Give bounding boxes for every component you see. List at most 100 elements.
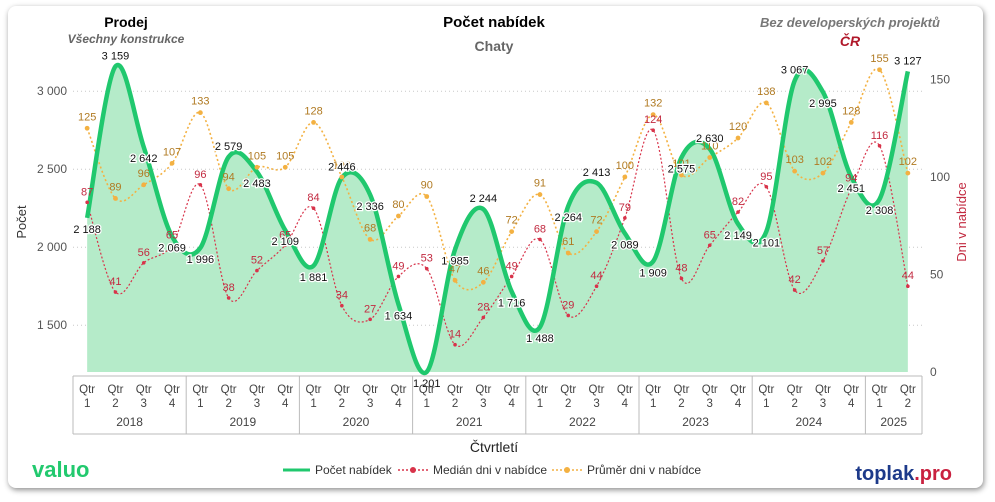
median-data-label: 79	[619, 202, 631, 214]
average-data-label: 102	[814, 156, 832, 168]
average-point	[480, 279, 486, 285]
x-tick-label-qtr: Qtr	[277, 384, 293, 396]
median-data-label: 27	[364, 303, 376, 315]
x-tick-label-qtr: Qtr	[560, 384, 576, 396]
average-point	[113, 196, 118, 201]
count-data-label: 1 985	[441, 256, 469, 268]
count-data-label: 2 630	[696, 133, 724, 145]
x-tick-label-num: 4	[282, 398, 289, 410]
median-point	[509, 274, 514, 279]
average-data-label: 132	[644, 98, 662, 110]
x-tick-label-qtr: Qtr	[362, 384, 378, 396]
x-tick-label-num: 4	[508, 398, 515, 410]
median-data-label: 41	[109, 276, 121, 288]
median-data-label: 65	[279, 229, 291, 241]
x-tick-label-qtr: Qtr	[758, 384, 774, 396]
legend-label-median: Medián dni v nabídce	[433, 463, 547, 477]
average-point	[169, 160, 175, 166]
x-tick-label-num: 4	[735, 398, 742, 410]
x-tick-label-qtr: Qtr	[617, 384, 633, 396]
average-data-label: 155	[870, 53, 888, 65]
x-tick-label-num: 3	[480, 398, 486, 410]
x-tick-label-num: 1	[84, 398, 90, 410]
average-point	[537, 192, 543, 197]
average-point	[763, 100, 769, 106]
median-point	[141, 261, 146, 265]
toplak-logo: toplak.pro	[855, 463, 952, 485]
toplak-logo-suffix: .pro	[914, 463, 952, 485]
average-data-label: 68	[364, 222, 376, 234]
x-tick-label-qtr: Qtr	[249, 384, 265, 396]
median-point	[424, 266, 429, 271]
count-data-label: 2 575	[668, 164, 696, 176]
average-data-label: 125	[78, 111, 96, 123]
average-data-label: 120	[729, 121, 747, 133]
x-tick-label-qtr: Qtr	[334, 384, 350, 396]
x-tick-label-qtr: Qtr	[702, 384, 718, 396]
average-data-label: 72	[590, 215, 602, 227]
x-tick-label-num: 4	[169, 398, 176, 410]
y2-axis-title: Dni v nabídce	[954, 182, 969, 262]
median-point	[877, 144, 882, 148]
median-data-label: 38	[223, 282, 235, 294]
median-point	[113, 290, 118, 294]
x-tick-label-num: 3	[141, 398, 147, 410]
count-data-label: 3 067	[781, 65, 809, 77]
axis-layer: 1 500 2 000 2 500 3 000 0 50 100 150 Qtr 1 Qtr 2 Qtr…	[37, 73, 950, 435]
median-point	[226, 296, 231, 300]
x-tick-label-num: 1	[424, 398, 430, 410]
x-tick-label-num: 1	[310, 398, 316, 410]
average-data-label: 105	[276, 150, 294, 162]
area-layer	[87, 64, 908, 373]
median-point	[255, 268, 259, 273]
average-point	[707, 155, 713, 160]
median-data-label: 65	[704, 229, 716, 241]
count-data-label: 1 716	[498, 298, 526, 310]
average-data-label: 61	[562, 236, 574, 248]
median-point	[481, 315, 486, 320]
average-data-label: 100	[616, 160, 634, 172]
x-tick-label-num: 2	[339, 398, 345, 410]
x-tick-label-num: 4	[395, 398, 402, 410]
x-year-label: 2019	[229, 415, 256, 429]
count-data-label: 2 446	[328, 162, 356, 174]
count-data-label: 1 201	[413, 378, 441, 390]
count-data-label: 2 109	[271, 236, 299, 248]
x-tick-label-qtr: Qtr	[787, 384, 803, 396]
x-tick-label-qtr: Qtr	[673, 384, 689, 396]
average-data-label: 105	[248, 150, 266, 162]
count-data-label: 2 101	[753, 237, 781, 249]
median-data-label: 65	[166, 229, 178, 241]
toplak-logo-main: toplak	[855, 463, 915, 485]
count-data-label: 2 642	[130, 153, 158, 165]
x-tick-label-num: 2	[678, 398, 684, 410]
y2-tick-label: 0	[930, 365, 937, 379]
median-data-label: 42	[789, 274, 801, 286]
median-data-label: 48	[675, 262, 687, 274]
average-point	[622, 174, 628, 180]
median-data-label: 44	[902, 270, 914, 282]
line-layer	[84, 62, 911, 376]
average-data-label: 91	[534, 178, 546, 190]
average-point	[396, 213, 401, 219]
median-point	[566, 313, 571, 318]
median-point	[368, 317, 372, 322]
median-data-label: 44	[590, 270, 602, 282]
average-point	[311, 120, 316, 125]
count-data-label: 2 188	[73, 224, 101, 236]
count-data-label: 1 909	[639, 267, 667, 279]
count-data-label: 2 244	[470, 193, 498, 205]
average-point	[650, 112, 656, 117]
y-tick-label: 2 500	[37, 162, 67, 176]
average-point	[509, 229, 515, 235]
median-point	[538, 237, 542, 242]
x-tick-label-qtr: Qtr	[390, 384, 406, 396]
x-tick-label-qtr: Qtr	[419, 384, 435, 396]
x-tick-label-num: 1	[876, 398, 882, 410]
x-tick-label-num: 2	[112, 398, 118, 410]
median-point	[85, 200, 89, 205]
x-tick-label-num: 3	[820, 398, 826, 410]
average-point	[735, 135, 741, 141]
average-data-label: 96	[138, 168, 150, 180]
